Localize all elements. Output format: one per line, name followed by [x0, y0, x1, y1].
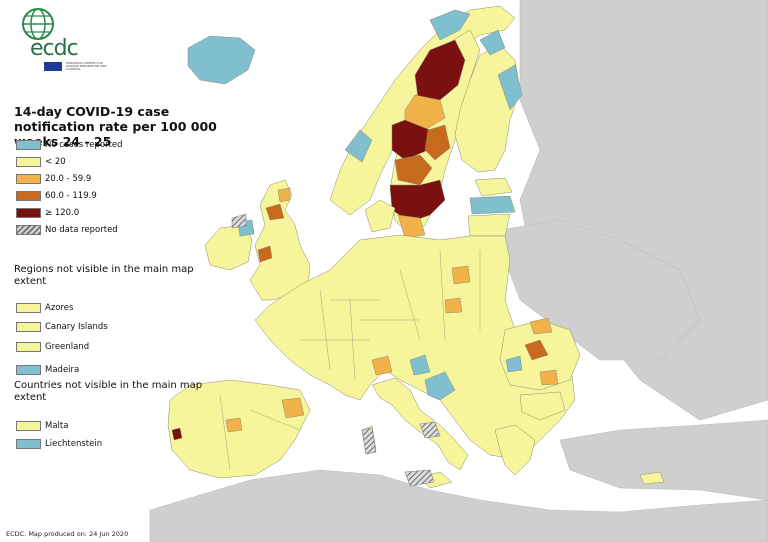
lithuania-region — [467, 213, 511, 237]
legend-swatch — [16, 139, 41, 150]
bulgaria-region — [519, 391, 566, 421]
norway-region — [329, 5, 516, 216]
logo-wordmark: ecdc — [30, 36, 79, 61]
region-borders — [219, 249, 481, 471]
legend-swatch — [16, 341, 41, 352]
italy-lombardy-region — [371, 355, 393, 376]
ukraine-belarus-land — [499, 219, 701, 361]
map-footer: ECDC. Map produced on: 24 Jun 2020 — [6, 530, 129, 538]
estonia-region — [474, 177, 513, 197]
cyprus-region — [639, 471, 665, 485]
north-africa-land — [149, 469, 768, 542]
norway-west-region — [344, 129, 373, 163]
gb-scotland-region — [265, 203, 285, 221]
logo-subtitle: EUROPEAN CENTRE FOR DISEASE PREVENTION A… — [66, 61, 107, 71]
sweden-dalarna-region — [394, 154, 433, 186]
no-data-area-4 — [404, 469, 435, 487]
no-data-area-3 — [419, 421, 441, 439]
legend-label: Malta — [45, 420, 69, 431]
legend-swatch — [16, 302, 41, 313]
legend-label: 60.0 - 119.9 — [45, 190, 97, 201]
legend-swatch — [16, 190, 41, 201]
spain-catalonia-region — [281, 397, 305, 419]
gb-wales-region — [257, 245, 273, 263]
mainland-europe-region — [254, 234, 576, 461]
regions-heading: Regions not visible in the main map exte… — [14, 264, 194, 287]
no-data-area-2 — [361, 427, 377, 455]
legend-label: Liechtenstein — [45, 438, 103, 449]
legend-swatch — [16, 438, 41, 449]
legend-label: Azores — [45, 302, 74, 313]
legend-label: No cases reported — [45, 139, 123, 150]
country-malta: Malta — [16, 420, 68, 431]
legend-swatch — [16, 224, 41, 235]
region-azores: Azores — [16, 302, 73, 313]
legend-60-120: 60.0 - 119.9 — [16, 190, 97, 201]
legend-swatch — [16, 420, 41, 431]
italy-north-east-region — [409, 354, 431, 376]
denmark-region — [364, 199, 396, 233]
sweden-stockholm-region — [389, 179, 446, 223]
legend-swatch — [16, 321, 41, 332]
legend-swatch — [16, 207, 41, 218]
legend-label: Canary Islands — [45, 321, 108, 332]
countries-heading: Countries not visible in the main map ex… — [14, 380, 203, 403]
spain-center-region — [225, 417, 243, 433]
greece-region — [494, 424, 536, 476]
country-liechtenstein: Liechtenstein — [16, 438, 102, 449]
no-data-area-1 — [231, 213, 247, 229]
legend-no-data: No data reported — [16, 224, 118, 235]
romania-center-region — [524, 339, 549, 361]
gb-north-region — [277, 187, 291, 203]
region-greenland: Greenland — [16, 341, 89, 352]
ecdc-logo: ecdc EUROPEAN CENTRE FOR DISEASE PREVENT… — [14, 6, 107, 71]
region-madeira: Madeira — [16, 364, 79, 375]
legend-label: Greenland — [45, 341, 90, 352]
legend-label: ≥ 120.0 — [45, 207, 80, 218]
legend-swatch — [16, 173, 41, 184]
region-canary-islands: Canary Islands — [16, 321, 108, 332]
legend-label: No data reported — [45, 224, 118, 235]
portugal-lisbon-region — [171, 427, 183, 441]
sweden-vasternorrland-region — [424, 124, 451, 161]
turkey-land — [559, 419, 768, 501]
czech-region — [444, 297, 463, 314]
legend-label: 20.0 - 59.9 — [45, 173, 92, 184]
legend-swatch — [16, 156, 41, 167]
finland-lapland-region — [479, 29, 506, 56]
iceland-region — [187, 35, 256, 85]
legend-lt-20: < 20 — [16, 156, 66, 167]
latvia-region — [469, 195, 516, 215]
finland-east-region — [497, 64, 523, 111]
legend-20-60: 20.0 - 59.9 — [16, 173, 91, 184]
legend-no-cases: No cases reported — [16, 139, 123, 150]
croatia-region — [424, 371, 456, 401]
legend-label: < 20 — [45, 156, 66, 167]
norway-north-region — [429, 9, 471, 41]
map-title: 14-day COVID-19 case notification rate p… — [14, 104, 217, 149]
romania-south-region — [539, 369, 559, 386]
legend-swatch — [16, 364, 41, 375]
ireland-region — [204, 224, 253, 271]
sweden-south-region — [397, 214, 426, 239]
romania-north-region — [529, 317, 553, 335]
poland-silesia-region — [451, 265, 471, 285]
legend-label: Madeira — [45, 364, 80, 375]
globe-icon — [22, 8, 54, 40]
romania-west-region — [505, 355, 523, 373]
legend-gte-120: ≥ 120.0 — [16, 207, 79, 218]
eu-flag-icon — [44, 62, 62, 71]
